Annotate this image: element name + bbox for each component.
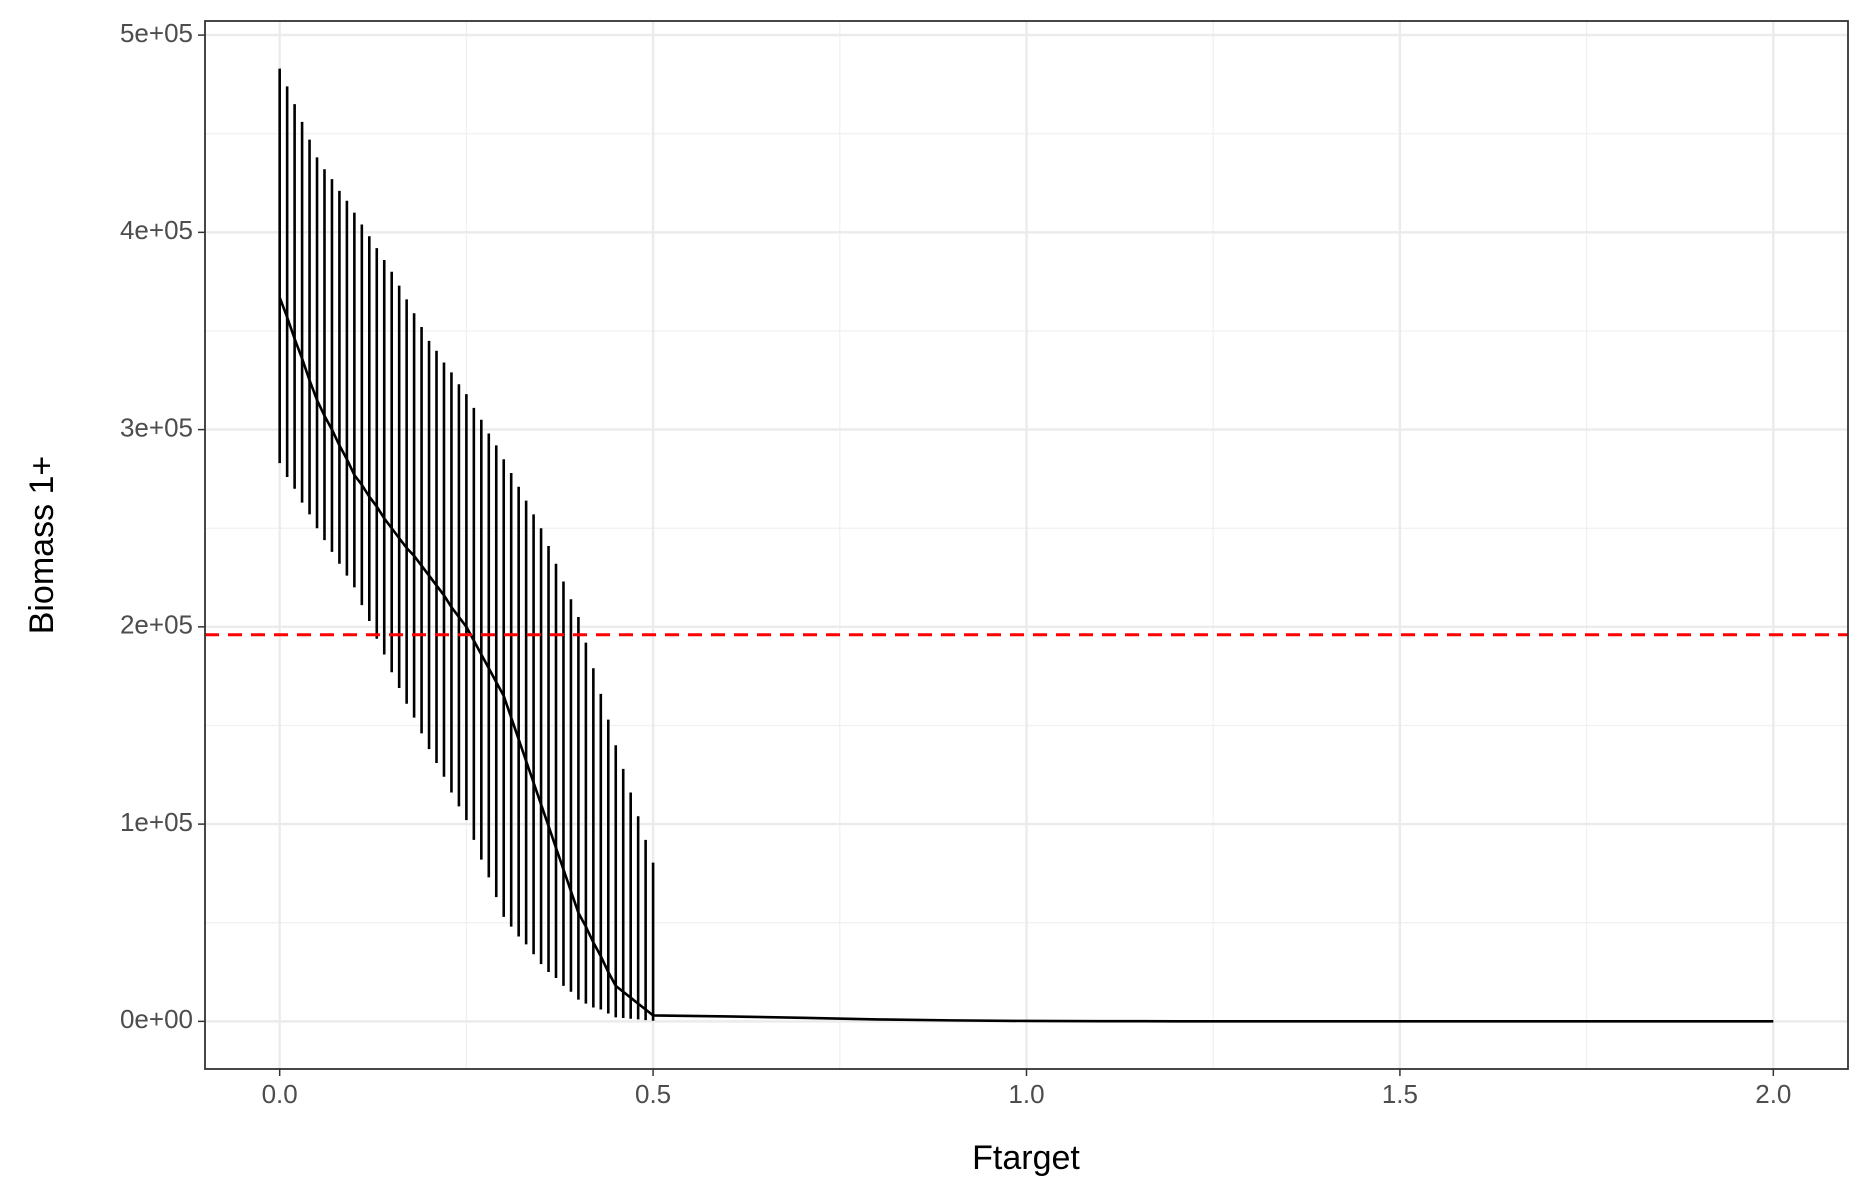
y-tick-label: 5e+05	[120, 18, 193, 48]
y-tick-label: 4e+05	[120, 215, 193, 245]
x-tick-label: 1.5	[1382, 1079, 1418, 1109]
x-tick-label: 1.0	[1008, 1079, 1044, 1109]
x-tick-label: 0.0	[262, 1079, 298, 1109]
panel-border	[204, 20, 1849, 1070]
y-tick-label: 0e+00	[120, 1004, 193, 1034]
y-tick-label: 2e+05	[120, 610, 193, 640]
x-axis-title: Ftarget	[972, 1139, 1080, 1177]
y-axis-title: Biomass 1+	[23, 456, 61, 635]
median-line	[278, 296, 1774, 1023]
y-tick-label: 3e+05	[120, 412, 193, 442]
x-tick-label: 2.0	[1755, 1079, 1791, 1109]
y-tick-label: 1e+05	[120, 807, 193, 837]
x-tick-label: 0.5	[635, 1079, 671, 1109]
